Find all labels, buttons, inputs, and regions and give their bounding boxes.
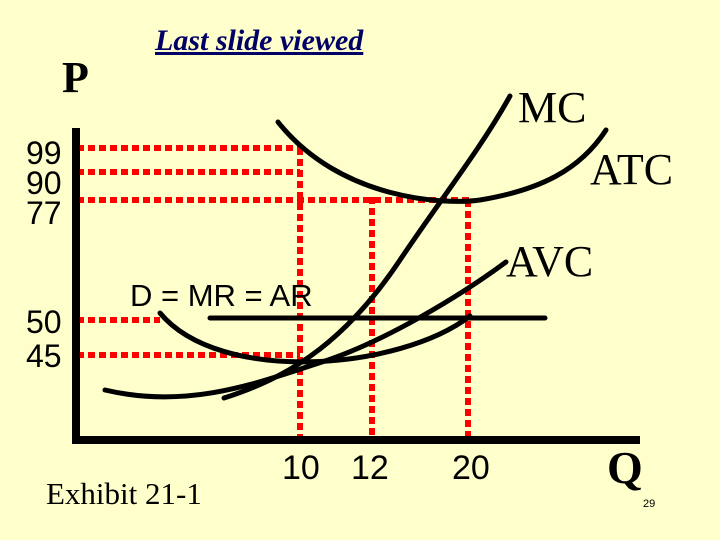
mc-label: MC (518, 83, 587, 132)
avc-label: AVC (506, 237, 594, 286)
price-tick-99: 99 (26, 135, 62, 171)
mc-curve (221, 93, 513, 401)
price-axis-label: P (62, 53, 89, 102)
last-slide-viewed-link[interactable]: Last slide viewed (155, 24, 364, 57)
price-tick-50: 50 (26, 304, 62, 340)
quantity-tick-12: 12 (351, 449, 389, 487)
price-tick-90: 90 (26, 165, 62, 201)
quantity-axis-label: Q (607, 442, 643, 493)
price-tick-45: 45 (26, 338, 62, 374)
exhibit-label: Exhibit 21-1 (46, 476, 202, 511)
slide-number: 29 (643, 498, 656, 510)
atc-label: ATC (590, 145, 674, 194)
demand-label: D = MR = AR (130, 278, 313, 313)
atc-curve (157, 310, 473, 365)
quantity-tick-10: 10 (282, 449, 320, 487)
quantity-tick-20: 20 (452, 449, 490, 487)
atc-u-curve (275, 119, 609, 204)
price-tick-77: 77 (26, 195, 62, 231)
